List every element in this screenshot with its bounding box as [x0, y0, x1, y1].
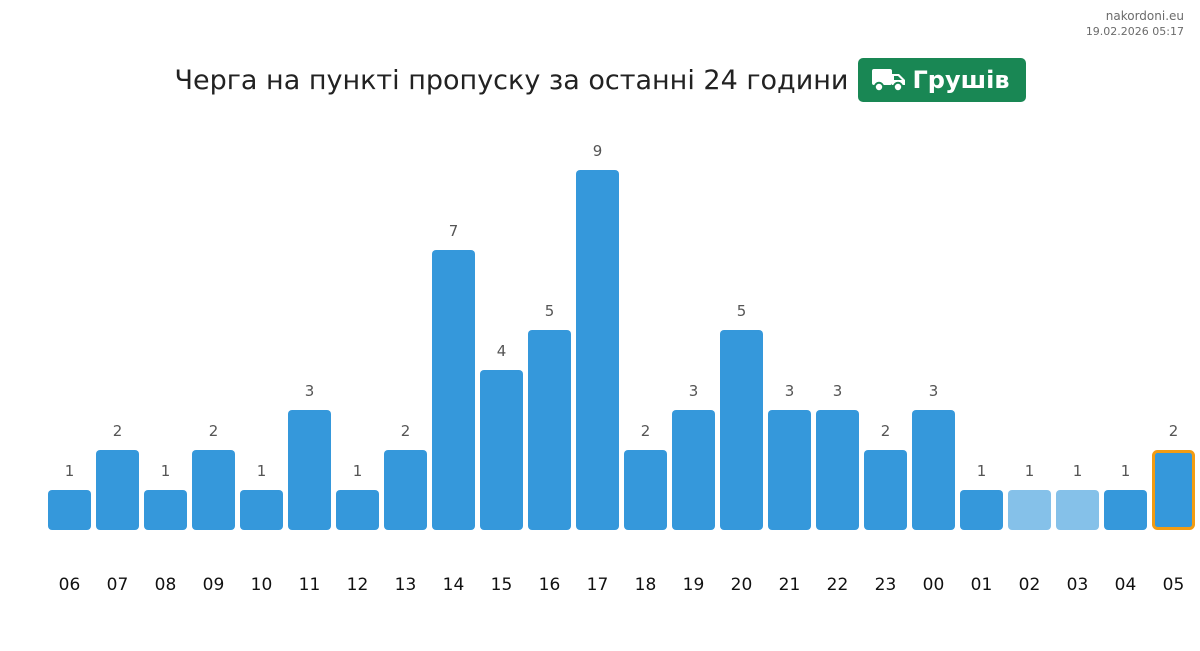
x-tick-label-12: 12 — [347, 575, 369, 595]
bar-17[interactable] — [576, 170, 619, 530]
value-label-17: 9 — [593, 142, 603, 160]
x-tick-label-01: 01 — [971, 575, 993, 595]
value-labels-group: 1 2 1 2 1 3 1 2 7 4 5 9 2 3 5 3 3 2 3 1 1 1 1 2 — [65, 142, 1179, 480]
bar-00[interactable] — [912, 410, 955, 530]
value-label-10: 1 — [257, 462, 267, 480]
x-tick-label-02: 02 — [1019, 575, 1041, 595]
value-label-00: 3 — [929, 382, 939, 400]
bar-11[interactable] — [288, 410, 331, 530]
bars-group — [48, 170, 1195, 530]
x-tick-label-19: 19 — [683, 575, 705, 595]
value-label-05: 2 — [1169, 422, 1179, 440]
watermark-site: nakordoni.eu — [1105, 9, 1184, 23]
x-tick-label-20: 20 — [731, 575, 753, 595]
bar-19[interactable] — [672, 410, 715, 530]
value-label-15: 4 — [497, 342, 507, 360]
bar-05[interactable] — [1152, 450, 1195, 530]
x-tick-label-14: 14 — [443, 575, 465, 595]
x-tick-label-07: 07 — [107, 575, 129, 595]
bar-01[interactable] — [960, 490, 1003, 530]
value-label-13: 2 — [401, 422, 411, 440]
bar-03[interactable] — [1056, 490, 1099, 530]
bar-22[interactable] — [816, 410, 859, 530]
bar-23[interactable] — [864, 450, 907, 530]
value-label-23: 2 — [881, 422, 891, 440]
bar-21[interactable] — [768, 410, 811, 530]
value-label-12: 1 — [353, 462, 363, 480]
chart-header: Черга на пункті пропуску за останні 24 г… — [0, 58, 1200, 102]
bar-10[interactable] — [240, 490, 283, 530]
bar-04[interactable] — [1104, 490, 1147, 530]
x-tick-label-21: 21 — [779, 575, 801, 595]
truck-icon — [872, 69, 906, 93]
x-tick-label-17: 17 — [587, 575, 609, 595]
x-tick-label-04: 04 — [1115, 575, 1137, 595]
x-tick-label-23: 23 — [875, 575, 897, 595]
x-tick-labels-group: 06 07 08 09 10 11 12 13 14 15 16 17 18 19 20 21 22 23 00 01… — [59, 575, 1185, 595]
x-tick-label-13: 13 — [395, 575, 417, 595]
bar-18[interactable] — [624, 450, 667, 530]
value-label-18: 2 — [641, 422, 651, 440]
x-tick-label-09: 09 — [203, 575, 225, 595]
x-tick-label-05: 05 — [1163, 575, 1185, 595]
value-label-09: 2 — [209, 422, 219, 440]
x-tick-label-18: 18 — [635, 575, 657, 595]
value-label-04: 1 — [1121, 462, 1131, 480]
bar-12[interactable] — [336, 490, 379, 530]
checkpoint-badge: Грушів — [858, 58, 1026, 102]
value-label-21: 3 — [785, 382, 795, 400]
value-label-22: 3 — [833, 382, 843, 400]
bar-13[interactable] — [384, 450, 427, 530]
watermark-timestamp: 19.02.2026 05:17 — [1085, 25, 1184, 38]
x-tick-label-11: 11 — [299, 575, 321, 595]
watermark: nakordoni.eu 19.02.2026 05:17 — [1086, 8, 1184, 40]
x-tick-label-08: 08 — [155, 575, 177, 595]
bar-07[interactable] — [96, 450, 139, 530]
value-label-08: 1 — [161, 462, 171, 480]
x-tick-label-06: 06 — [59, 575, 81, 595]
x-tick-label-22: 22 — [827, 575, 849, 595]
bar-14[interactable] — [432, 250, 475, 530]
value-label-01: 1 — [977, 462, 987, 480]
value-label-07: 2 — [113, 422, 123, 440]
value-label-02: 1 — [1025, 462, 1035, 480]
bar-02[interactable] — [1008, 490, 1051, 530]
value-label-20: 5 — [737, 302, 747, 320]
value-label-11: 3 — [305, 382, 315, 400]
x-tick-label-10: 10 — [251, 575, 273, 595]
value-label-03: 1 — [1073, 462, 1083, 480]
checkpoint-name: Грушів — [912, 66, 1010, 94]
bar-15[interactable] — [480, 370, 523, 530]
value-label-19: 3 — [689, 382, 699, 400]
bar-06[interactable] — [48, 490, 91, 530]
value-label-16: 5 — [545, 302, 555, 320]
bar-20[interactable] — [720, 330, 763, 530]
chart-title: Черга на пункті пропуску за останні 24 г… — [174, 64, 849, 96]
bar-09[interactable] — [192, 450, 235, 530]
x-tick-label-03: 03 — [1067, 575, 1089, 595]
bar-08[interactable] — [144, 490, 187, 530]
x-tick-label-00: 00 — [923, 575, 945, 595]
value-label-14: 7 — [449, 222, 459, 240]
x-tick-label-15: 15 — [491, 575, 513, 595]
value-label-06: 1 — [65, 462, 75, 480]
x-tick-label-16: 16 — [539, 575, 561, 595]
bar-16[interactable] — [528, 330, 571, 530]
